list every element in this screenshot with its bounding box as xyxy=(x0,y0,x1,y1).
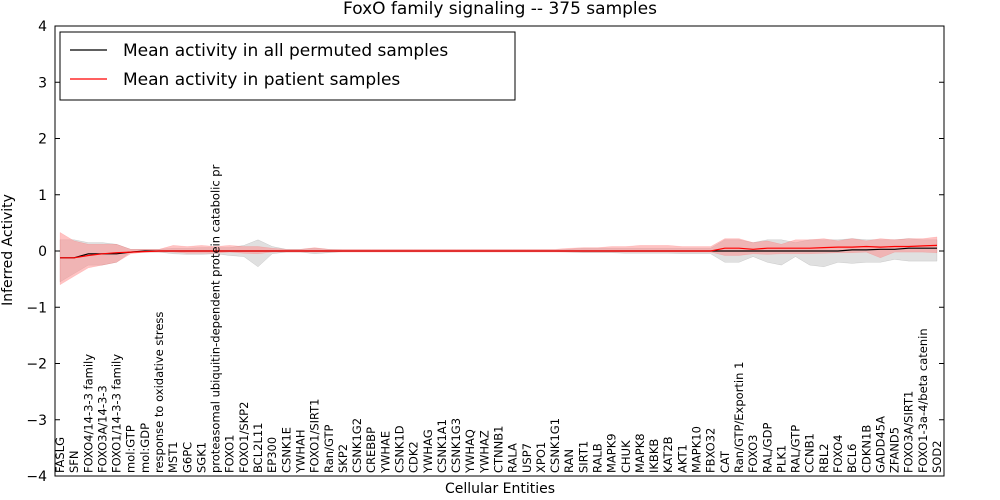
y-tick-label: 4 xyxy=(38,19,47,35)
x-tick-label: RAL/GDP xyxy=(760,423,774,473)
x-tick-label: proteasomal ubiquitin-dependent protein … xyxy=(209,164,223,473)
x-tick-label: CSNK1G1 xyxy=(548,418,562,473)
x-tick-label: FOXO3A/14-3-3 xyxy=(95,385,109,473)
y-tick-label: 2 xyxy=(38,132,47,148)
x-tick-label: FOXO1/SKP2 xyxy=(237,402,251,473)
confidence-bands xyxy=(59,231,938,286)
x-tick-label: RALB xyxy=(591,443,605,473)
legend-entry: Mean activity in all permuted samples xyxy=(123,41,448,61)
x-tick-label: Ran/GTP/Exportin 1 xyxy=(732,362,746,473)
x-tick-label: YWHAE xyxy=(378,431,392,474)
y-tick-label: 3 xyxy=(38,75,47,91)
x-tick-label: FOXO3 xyxy=(746,435,760,473)
x-tick-label: CDKN1B xyxy=(859,425,873,473)
x-tick-label: RBL2 xyxy=(817,443,831,473)
x-tick-label: MAPK8 xyxy=(633,433,647,473)
x-tick-label: CDK2 xyxy=(407,441,421,473)
x-tick-label: FASLG xyxy=(53,437,67,473)
x-tick-label: FBXO32 xyxy=(704,428,718,473)
y-tick-label: −1 xyxy=(26,300,47,316)
x-tick-label: CSNK1G2 xyxy=(350,418,364,473)
y-tick-label: −3 xyxy=(26,413,47,429)
x-tick-labels: FASLG SFN FOXO4/14-3-3 family FOXO3A/14-3-3… xyxy=(53,164,944,474)
x-tick-label: RALA xyxy=(506,443,520,473)
y-tick-label: 0 xyxy=(38,244,47,260)
x-tick-label: BCL2L11 xyxy=(251,423,265,473)
y-axis-label: Inferred Activity xyxy=(0,194,16,306)
x-tick-label: RAN xyxy=(562,449,576,473)
x-tick-label: IKBKB xyxy=(647,439,661,473)
y-ticks: −4 −3 −2 −1 0 1 2 3 4 xyxy=(26,19,944,485)
x-tick-label: CHUK xyxy=(619,440,633,473)
x-tick-label: CREBBP xyxy=(364,427,378,473)
x-tick-label: YWHAH xyxy=(294,429,308,474)
x-tick-label: USP7 xyxy=(520,443,534,473)
x-tick-label: response to oxidative stress xyxy=(152,312,166,473)
x-tick-label: KAT2B xyxy=(661,436,675,473)
patient-band xyxy=(59,231,938,286)
x-tick-label: CSNK1G3 xyxy=(449,418,463,473)
x-tick-label: ZFAND5 xyxy=(888,427,902,473)
x-tick-label: mol:GTP xyxy=(124,425,138,473)
x-tick-label: mol:GDP xyxy=(138,423,152,473)
x-tick-label: CSNK1A1 xyxy=(435,419,449,473)
x-tick-label: AKT1 xyxy=(675,444,689,473)
y-tick-label: −2 xyxy=(26,357,47,373)
x-tick-label: MAPK9 xyxy=(605,433,619,473)
x-tick-label: FOXO4/14-3-3 family xyxy=(81,354,95,473)
x-tick-label: CAT xyxy=(718,450,732,473)
x-tick-label: XPO1 xyxy=(534,442,548,473)
x-tick-label: SIRT1 xyxy=(576,441,590,473)
x-tick-label: SGK1 xyxy=(195,442,209,473)
x-tick-label: SOD2 xyxy=(930,440,944,473)
series-lines xyxy=(60,244,938,259)
chart-title: FoxO family signaling -- 375 samples xyxy=(343,0,657,19)
legend-entry: Mean activity in patient samples xyxy=(123,70,400,90)
legend-box xyxy=(59,31,516,101)
x-tick-label: FOXO1 xyxy=(223,435,237,473)
x-tick-label: BCL6 xyxy=(845,444,859,473)
x-tick-label: FOXO3A/SIRT1 xyxy=(902,391,916,473)
plot-frame xyxy=(54,25,945,477)
x-tick-label: RAL/GTP xyxy=(789,425,803,473)
x-tick-label: CTNNB1 xyxy=(492,426,506,473)
patient-mean-line xyxy=(60,244,938,259)
x-tick-label: Ran/GTP xyxy=(322,425,336,473)
x-tick-label: CSNK1D xyxy=(393,425,407,473)
x-tick-label: SKP2 xyxy=(336,444,350,473)
x-tick-label: PLK1 xyxy=(774,445,788,473)
x-tick-label: SFN xyxy=(67,450,81,473)
x-axis-label: Cellular Entities xyxy=(445,481,555,497)
y-tick-label: 1 xyxy=(38,188,47,204)
x-tick-label: FOXO1/14-3-3 family xyxy=(110,354,124,473)
x-tick-label: GADD45A xyxy=(873,416,887,473)
x-tick-label: FOXO1/SIRT1 xyxy=(308,398,322,473)
x-tick-label: CSNK1E xyxy=(279,427,293,473)
x-tick-label: CCNB1 xyxy=(803,433,817,473)
x-tick-label: YWHAZ xyxy=(477,430,491,474)
x-tick-label: MST1 xyxy=(166,441,180,473)
legend: Mean activity in all permuted samples Mea… xyxy=(59,31,516,101)
x-tick-label: FOXO4 xyxy=(831,435,845,473)
x-tick-label: EP300 xyxy=(265,437,279,473)
x-tick-label: YWHAQ xyxy=(463,429,477,474)
y-tick-label: −4 xyxy=(26,469,47,485)
x-tick-label: MAPK10 xyxy=(690,426,704,473)
x-tick-label: FOXO1-3a-4/beta catenin xyxy=(916,328,930,473)
x-tick-label: YWHAG xyxy=(421,429,435,474)
x-tick-label: G6PC xyxy=(180,442,194,473)
